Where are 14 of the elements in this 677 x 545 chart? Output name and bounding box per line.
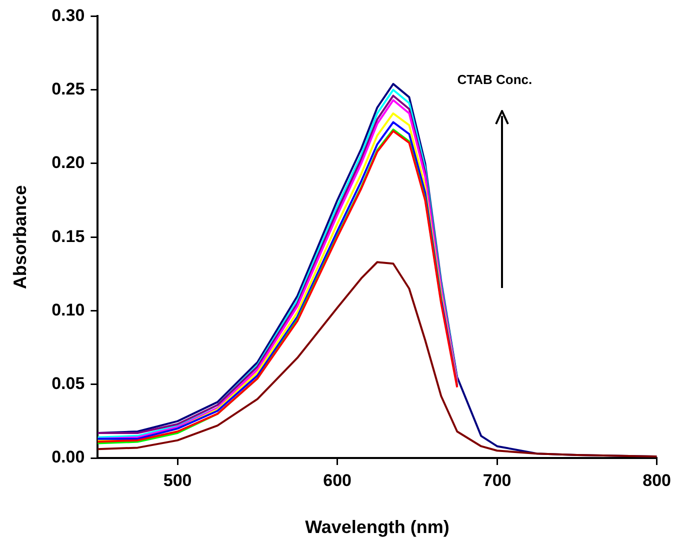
y-tick-label: 0.30 bbox=[52, 6, 85, 25]
annotation: CTAB Conc. bbox=[457, 72, 532, 87]
x-tick-label: 700 bbox=[482, 470, 512, 490]
y-tick-label: 0.00 bbox=[52, 448, 85, 467]
x-axis-title: Wavelength (nm) bbox=[305, 517, 450, 538]
x-tick-label: 800 bbox=[642, 470, 672, 490]
y-tick-label: 0.25 bbox=[52, 80, 85, 99]
x-tick-label: 500 bbox=[163, 470, 192, 490]
y-tick-label: 0.15 bbox=[52, 226, 85, 246]
x-tick-label: 600 bbox=[323, 470, 352, 490]
y-tick-label: 0.05 bbox=[52, 374, 85, 394]
y-tick-label: 0.20 bbox=[52, 153, 85, 172]
y-axis-title: Absorbance bbox=[10, 185, 30, 290]
y-tick-label: 0.10 bbox=[52, 300, 85, 320]
